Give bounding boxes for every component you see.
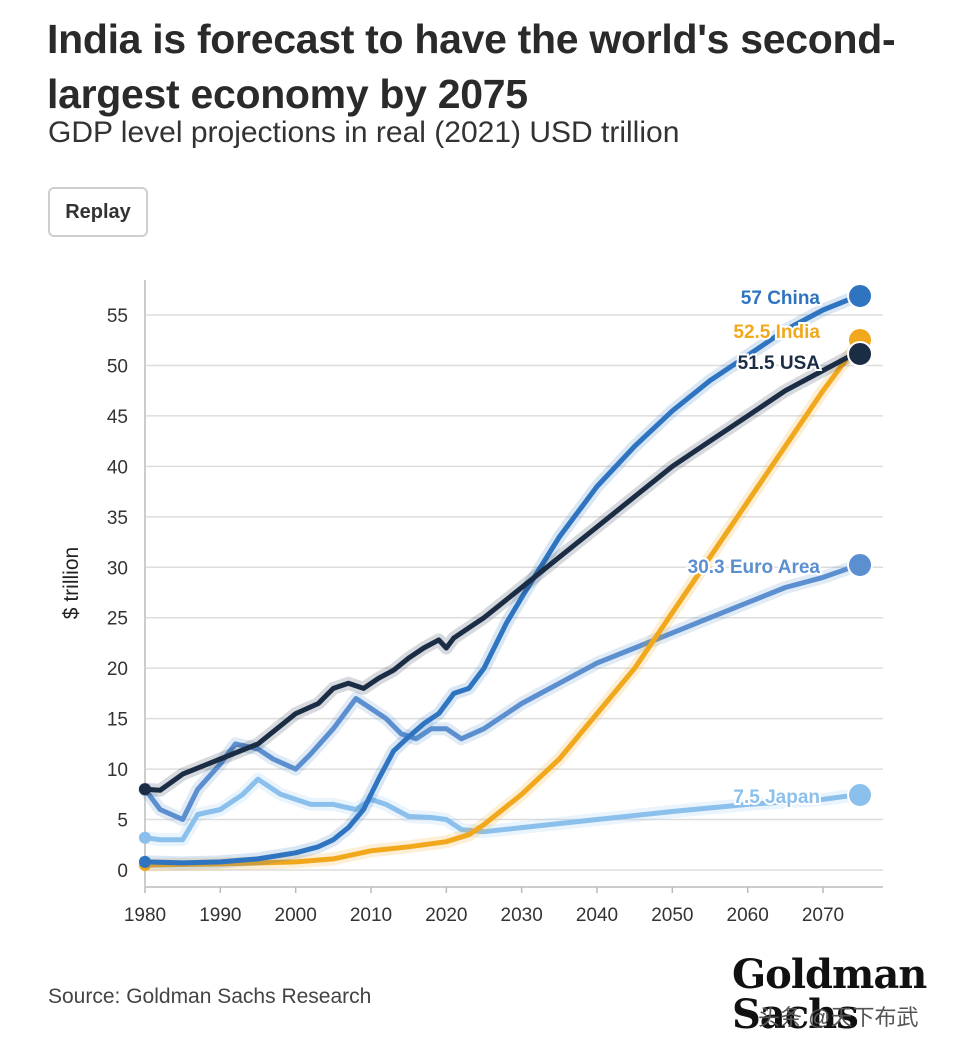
logo-line-1: Goldman <box>732 951 927 998</box>
source-note: Source: Goldman Sachs Research <box>48 985 372 1008</box>
series-end-point <box>847 341 873 367</box>
series-end-label: 30.3 Euro Area <box>688 557 821 578</box>
x-tick-label: 2050 <box>651 905 693 926</box>
series-start-point <box>139 855 151 868</box>
series-start-point <box>139 783 151 796</box>
y-tick-label: 50 <box>107 356 128 377</box>
y-tick-label: 20 <box>107 659 128 680</box>
y-tick-label: 55 <box>107 306 128 327</box>
x-tick-label: 1990 <box>199 905 241 926</box>
line-chart: 0 5 10 15 20 25 30 35 40 45 50 55 1980 1990 2000 2010 20… <box>60 280 883 926</box>
x-tick-label: 2000 <box>275 905 317 926</box>
y-tick-label: 15 <box>107 710 128 731</box>
series-end-label: 51.5 USA <box>738 353 821 374</box>
goldman-sachs-logo: Goldman Sachs <box>732 951 927 1038</box>
y-axis-label: $ trillion <box>60 547 83 619</box>
series-end-label: 7.5 Japan <box>733 787 820 808</box>
series-end-point <box>847 782 873 808</box>
series-end-label: 52.5 India <box>733 322 820 343</box>
y-tick-label: 10 <box>107 760 128 781</box>
series-end-label: 57 China <box>741 288 821 309</box>
chart-title: India is forecast to have the world's se… <box>47 16 896 117</box>
y-tick-label: 35 <box>107 508 128 529</box>
y-tick-label: 0 <box>117 861 128 882</box>
series-end-point <box>847 552 873 578</box>
series-start-point <box>139 831 151 844</box>
x-tick-label: 2060 <box>727 905 769 926</box>
series-line <box>142 347 864 793</box>
chart-subtitle: GDP level projections in real (2021) USD… <box>48 116 680 149</box>
series-line <box>142 337 864 868</box>
series-line <box>142 292 864 866</box>
y-tick-label: 30 <box>107 558 128 579</box>
series-end-point <box>847 283 873 309</box>
x-tick-label: 2070 <box>802 905 844 926</box>
watermark: 头条 @天下布武 <box>758 1005 919 1030</box>
x-tick-label: 2040 <box>576 905 618 926</box>
logo-line-2: Sachs <box>732 991 859 1038</box>
y-tick-label: 5 <box>117 811 128 832</box>
y-tick-label: 40 <box>107 457 128 478</box>
x-tick-label: 2010 <box>350 905 392 926</box>
x-tick-label: 2020 <box>425 905 467 926</box>
y-tick-label: 45 <box>107 407 128 428</box>
y-tick-label: 25 <box>107 609 128 630</box>
replay-button[interactable]: Replay <box>48 187 148 237</box>
x-tick-label: 2030 <box>501 905 543 926</box>
x-tick-label: 1980 <box>124 905 166 926</box>
